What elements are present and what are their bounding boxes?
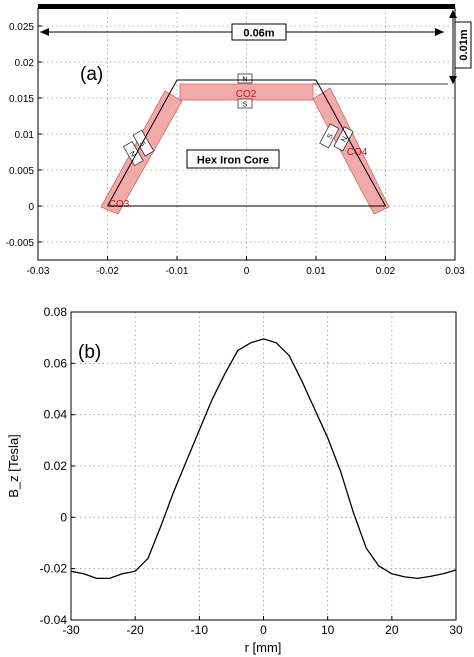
coil-co4-label: CO4 xyxy=(347,147,368,158)
panel-b-x-ticks: -30 -20 -10 0 10 20 30 xyxy=(62,616,463,637)
panel-b-y-tick-label: -0.02 xyxy=(40,562,68,576)
svg-text:N: N xyxy=(128,150,137,158)
series-bz-line xyxy=(70,338,457,580)
panel-a-y-tick-label: 0.025 xyxy=(9,22,34,33)
panel-b-x-tick-label: 30 xyxy=(449,623,463,637)
coil-co2-label: CO2 xyxy=(236,89,257,100)
panel-b-label: (b) xyxy=(78,342,101,363)
dimension-height-box xyxy=(454,21,472,69)
dimension-bar xyxy=(38,4,455,9)
dimension-height-arrow-bottom xyxy=(449,76,457,84)
panel-a-x-tick-label: -0.02 xyxy=(96,266,119,277)
panel-b-y-tick-label: 0.04 xyxy=(44,408,68,422)
dimension-height-label: 0.01m xyxy=(458,29,470,60)
core-label-box xyxy=(186,149,280,169)
panel-a-x-ticks: -0.03 -0.02 -0.01 0 0.01 0.02 0.03 xyxy=(27,256,465,277)
panel-b-y-tick-label: 0.06 xyxy=(44,356,68,370)
panel-b-x-tick-label: -30 xyxy=(62,623,80,637)
panel-a-y-tick-label: 0.005 xyxy=(9,166,34,177)
panel-b-y-tick-label: -0.04 xyxy=(40,613,68,627)
panel-a-y-ticks: -0.005 0 0.005 0.01 0.015 0.02 0.025 xyxy=(6,22,42,249)
svg-text:S: S xyxy=(326,133,335,141)
panel-a-grid xyxy=(38,8,455,260)
core-label: Hex Iron Core xyxy=(197,155,269,167)
panel-b-grid xyxy=(71,312,456,620)
panel-a-x-tick-label: 0 xyxy=(244,266,250,277)
panel-b-y-tick-label: 0 xyxy=(60,510,67,524)
panel-a-x-tick-label: 0.01 xyxy=(306,266,326,277)
dimension-height-arrow-top xyxy=(449,10,457,18)
magnet-s-box xyxy=(237,98,253,109)
panel-b-chart: (b) -30 -20 -10 0 10 20 30 -0.04 -0.02 0 0.02 0.04… xyxy=(6,305,463,655)
panel-b-x-tick-label: 0 xyxy=(260,623,267,637)
coil-co3-label: CO3 xyxy=(109,199,130,210)
panel-a-label: (a) xyxy=(80,64,103,85)
panel-a-y-tick-label: 0.01 xyxy=(15,130,35,141)
dimension-width-box xyxy=(231,23,287,41)
dimension-arrow-left xyxy=(40,28,49,36)
panel-b-x-tick-label: 10 xyxy=(321,623,335,637)
magnet-s-label: S xyxy=(243,102,248,109)
dimension-arrow-right xyxy=(435,28,444,36)
panel-a-y-tick-label: -0.005 xyxy=(6,238,35,249)
magnet-n-box xyxy=(237,73,253,84)
panel-b-x-tick-label: -20 xyxy=(126,623,144,637)
panel-b-y-tick-label: 0.02 xyxy=(44,459,68,473)
panel-b-y-ticks: -0.04 -0.02 0 0.02 0.04 0.06 0.08 xyxy=(40,305,75,627)
panel-a-x-tick-label: 0.02 xyxy=(376,266,396,277)
panel-a-y-tick-label: 0 xyxy=(28,202,34,213)
svg-text:N: N xyxy=(341,136,350,144)
x-axis-label: r [mm] xyxy=(245,640,282,655)
panel-b-y-tick-label: 0.08 xyxy=(44,305,68,319)
panel-a-x-tick-label: -0.01 xyxy=(166,266,189,277)
panel-a-x-tick-label: -0.03 xyxy=(27,266,50,277)
y-axis-label: B_z [Tesla] xyxy=(6,434,21,498)
coil-co3 xyxy=(100,90,183,215)
panel-a-y-tick-label: 0.02 xyxy=(15,58,35,69)
panel-b-x-tick-label: 20 xyxy=(385,623,399,637)
panel-a-x-tick-label: 0.03 xyxy=(445,266,465,277)
core-outline xyxy=(107,79,386,207)
coil-co4 xyxy=(312,87,390,215)
panel-a-chart: 0.06m 0.01m CO2 N S CO3 S N CO4 N S xyxy=(6,4,472,277)
magnet-right-pair: N S xyxy=(319,123,354,152)
dimension-width-label: 0.06m xyxy=(243,28,274,40)
panel-b-x-tick-label: -10 xyxy=(191,623,209,637)
panel-a-y-tick-label: 0.015 xyxy=(9,94,34,105)
